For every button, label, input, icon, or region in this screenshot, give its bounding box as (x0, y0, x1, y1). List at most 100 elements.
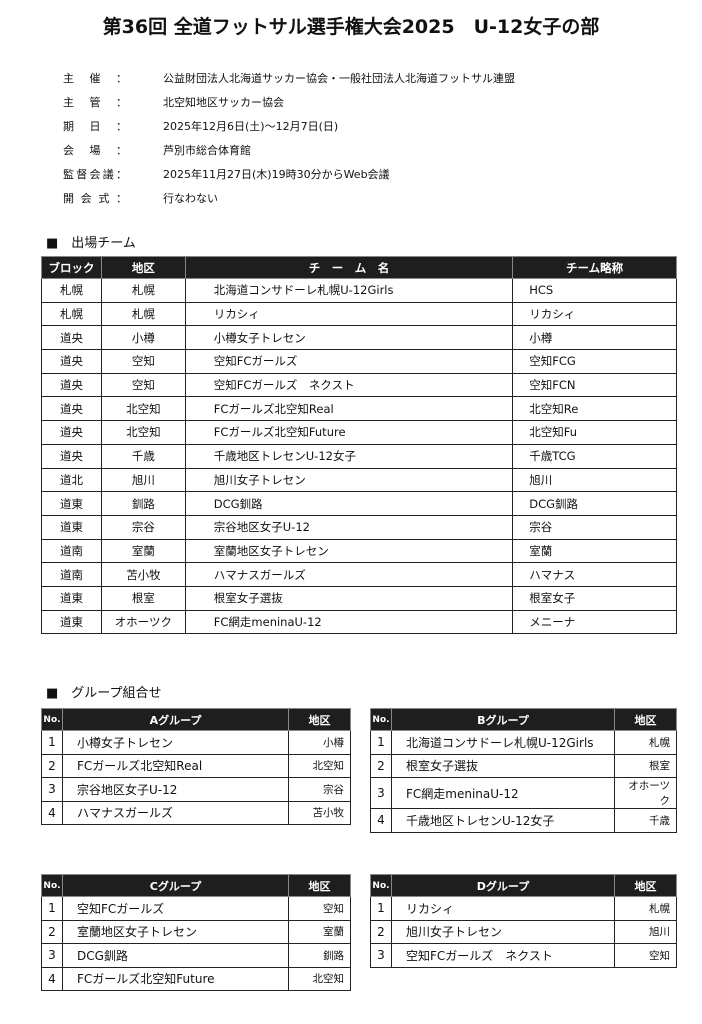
no-header: No. (370, 708, 392, 731)
label-char: 会 (89, 168, 101, 181)
team-name-cell: 空知FCガールズ ネクスト (184, 372, 514, 398)
abbrev-cell: リカシィ (512, 301, 677, 327)
table-row: 道東 オホーツク FC網走meninaU-12 メニーナ (41, 609, 677, 635)
label-char: 会 (63, 144, 74, 157)
no-cell: 2 (41, 753, 63, 778)
no-cell: 2 (370, 919, 392, 944)
area-cell: 釧路 (288, 943, 351, 968)
area-cell: 宗谷 (100, 514, 186, 540)
header-row: No. Aグループ 地区 (41, 708, 351, 731)
team-name-cell: FC網走meninaU-12 (184, 609, 514, 635)
table-row: 4 ハマナスガールズ 苫小牧 (41, 800, 351, 825)
header-row: ブロック 地区チ ー ム 名チーム略称 (41, 256, 677, 279)
table-row: 札幌 札幌 リカシィ リカシィ (41, 301, 677, 327)
area-cell: 札幌 (100, 301, 186, 327)
label-char: 式 (98, 192, 110, 205)
abbrev-cell: メニーナ (512, 609, 677, 635)
area-cell: 札幌 (614, 730, 677, 755)
team-name-cell: 根室女子選抜 (391, 753, 615, 778)
team-name-cell: リカシィ (184, 301, 514, 327)
column-header: 地区 (100, 256, 186, 279)
abbrev-cell: 千歳TCG (512, 443, 677, 469)
area-cell: 旭川 (100, 467, 186, 493)
colon: ： (116, 96, 127, 109)
label-char: 主 (63, 72, 74, 85)
table-row: 2 根室女子選抜 根室 (370, 753, 677, 778)
info-label: 会 場 ： (63, 142, 163, 158)
info-value: 芦別市総合体育館 (163, 144, 251, 157)
team-name-cell: 空知FCガールズ ネクスト (391, 943, 615, 968)
table-row: 道南 室蘭 室蘭地区女子トレセン 室蘭 (41, 538, 677, 564)
area-cell: 千歳 (614, 808, 677, 833)
area-cell: 空知 (614, 943, 677, 968)
abbrev-cell: 空知FCG (512, 349, 677, 374)
team-name-cell: 室蘭地区女子トレセン (62, 919, 289, 944)
block-cell: 道央 (41, 443, 102, 469)
label-char: 日 (89, 120, 101, 133)
colon: ： (116, 72, 127, 85)
table-row: 2 室蘭地区女子トレセン 室蘭 (41, 919, 351, 944)
table-row: 3 DCG釧路 釧路 (41, 943, 351, 968)
table-row: 道央 空知 空知FCガールズ 空知FCG (41, 349, 677, 374)
colon: ： (116, 168, 127, 181)
info-value: 2025年11月27日(木)19時30分からWeb会議 (163, 168, 390, 181)
group-name-header: Aグループ (62, 708, 289, 731)
info-value: 公益財団法人北海道サッカー協会・一般社団法人北海道フットサル連盟 (163, 72, 515, 85)
table-row: 道央 空知 空知FCガールズ ネクスト 空知FCN (41, 372, 677, 398)
header-row: No. Dグループ 地区 (370, 874, 677, 897)
label-char: 開 (63, 192, 74, 205)
area-cell: 空知 (100, 372, 186, 398)
area-cell: 小樽 (288, 730, 351, 755)
column-header: チーム略称 (512, 256, 677, 279)
info-row: 主 管 ： 北空知地区サッカー協会 (63, 90, 515, 114)
no-cell: 4 (370, 808, 392, 833)
area-header: 地区 (614, 708, 677, 731)
info-row: 監督会議： 2025年11月27日(木)19時30分からWeb会議 (63, 162, 515, 186)
team-name-cell: 小樽女子トレセン (184, 325, 514, 351)
no-cell: 2 (41, 919, 63, 944)
area-cell: 小樽 (100, 325, 186, 351)
no-header: No. (41, 874, 63, 897)
area-cell: 千歳 (100, 443, 186, 469)
team-name-cell: 千歳地区トレセンU-12女子 (184, 443, 514, 469)
teams-heading: ■ 出場チーム (46, 236, 136, 251)
abbrev-cell: 根室女子 (512, 585, 677, 611)
groups-heading: ■ グループ組合せ (46, 686, 162, 701)
no-cell: 3 (41, 777, 63, 802)
header-row: No. Bグループ 地区 (370, 708, 677, 731)
table-row: 道央 小樽 小樽女子トレセン 小樽 (41, 325, 677, 351)
group-table: No. Cグループ 地区 1 空知FCガールズ 空知 2 室蘭地区女子トレセン 室蘭 3 DCG釧路… (41, 874, 351, 991)
block-cell: 道北 (41, 467, 102, 493)
info-value: 北空知地区サッカー協会 (163, 96, 284, 109)
info-row: 期 日 ： 2025年12月6日(土)～12月7日(日) (63, 114, 515, 138)
no-cell: 3 (41, 943, 63, 968)
team-name-cell: ハマナスガールズ (184, 562, 514, 587)
info-row: 会 場 ： 芦別市総合体育館 (63, 138, 515, 162)
block-cell: 道央 (41, 396, 102, 422)
column-header: チ ー ム 名 (184, 256, 514, 279)
info-label: 主 管 ： (63, 94, 163, 110)
label-char: 主 (63, 96, 74, 109)
area-cell: 釧路 (100, 491, 186, 516)
label-char: 場 (89, 144, 101, 157)
block-cell: 道東 (41, 609, 102, 635)
abbrev-cell: 北空知Re (512, 396, 677, 422)
abbrev-cell: ハマナス (512, 562, 677, 587)
block-cell: 道南 (41, 538, 102, 564)
area-cell: 苫小牧 (100, 562, 186, 587)
block-cell: 道東 (41, 491, 102, 516)
area-header: 地区 (288, 874, 351, 897)
area-cell: 空知 (100, 349, 186, 374)
abbrev-cell: 空知FCN (512, 372, 677, 398)
team-name-cell: FC網走meninaU-12 (391, 777, 615, 809)
team-name-cell: 根室女子選抜 (184, 585, 514, 611)
team-name-cell: 千歳地区トレセンU-12女子 (391, 808, 615, 833)
table-row: 札幌 札幌 北海道コンサドーレ札幌U-12Girls HCS (41, 278, 677, 303)
table-row: 1 空知FCガールズ 空知 (41, 896, 351, 921)
group-name-header: Dグループ (391, 874, 615, 897)
colon: ： (116, 144, 127, 157)
area-cell: 北空知 (100, 396, 186, 422)
table-row: 3 FC網走meninaU-12 オホーツク (370, 777, 677, 809)
group-table: No. Aグループ 地区 1 小樽女子トレセン 小樽 2 FCガールズ北空知Real 北空知 3 宗… (41, 708, 351, 825)
block-cell: 道央 (41, 349, 102, 374)
